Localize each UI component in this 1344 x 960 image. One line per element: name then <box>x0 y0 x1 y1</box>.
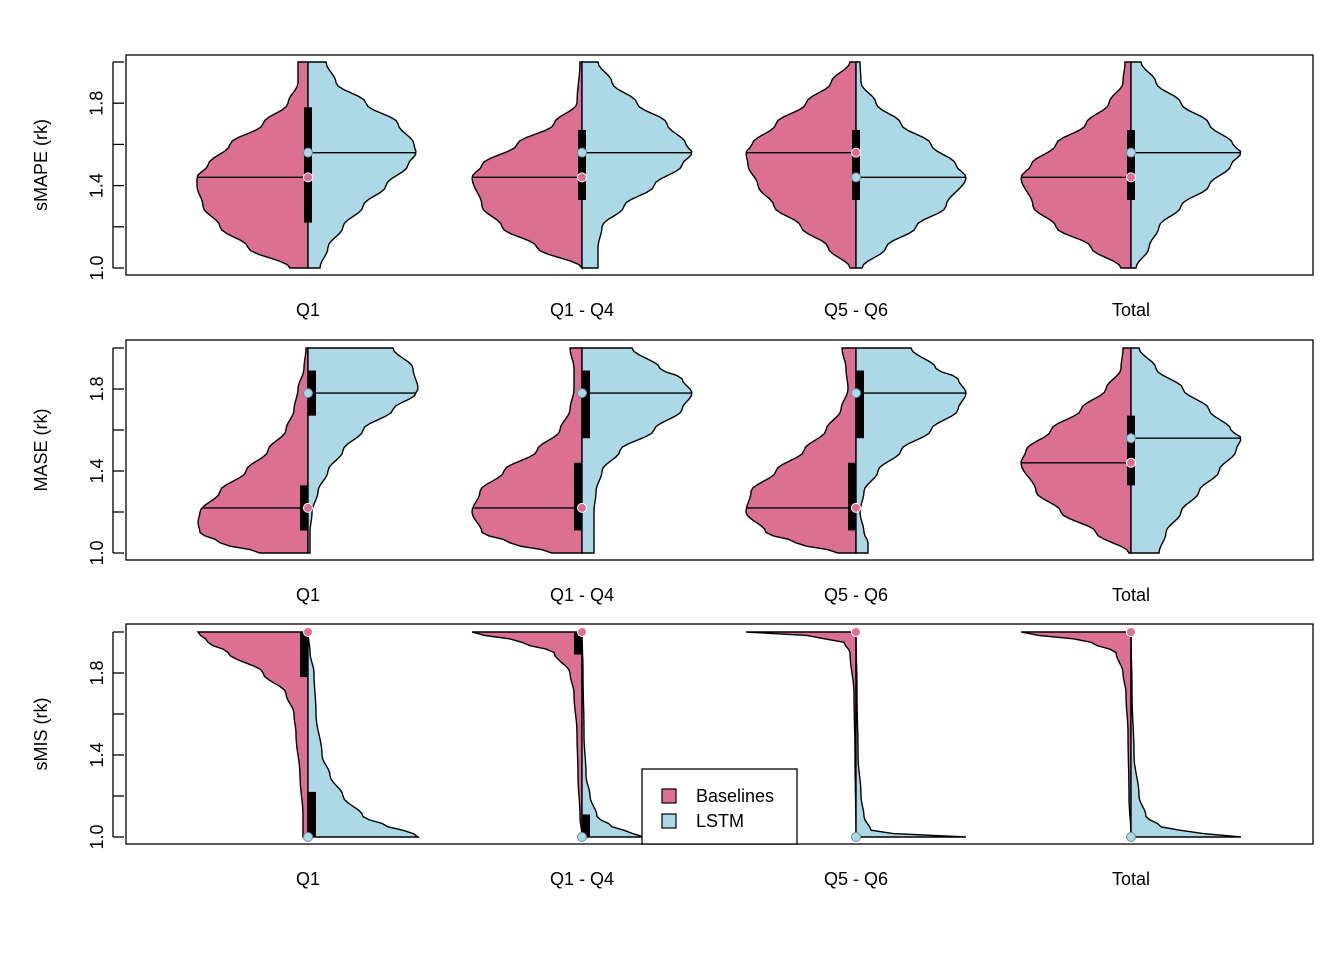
y-tick-label: 1.8 <box>87 660 107 685</box>
median-point-lstm <box>851 832 861 842</box>
violin-lstm <box>855 61 967 269</box>
y-axis-label: sMIS (rk) <box>31 698 51 771</box>
violin-baselines <box>471 631 583 838</box>
panel-2: 1.0 1.4 1.8 MASE (rk) Q1 Q1 - Q4 Q5 - Q6 Total <box>31 339 1314 605</box>
category-label: Total <box>1112 585 1150 605</box>
legend-swatch-baselines <box>661 788 677 804</box>
median-point-lstm <box>303 388 313 399</box>
violin-baselines <box>196 631 309 838</box>
box-iqr <box>1127 415 1135 486</box>
y-tick-label: 1.4 <box>87 742 107 767</box>
category-label: Q1 <box>296 585 320 605</box>
median-point-lstm <box>577 832 587 842</box>
box-iqr <box>574 462 582 531</box>
median-point-baselines <box>303 627 313 637</box>
legend-box <box>641 768 798 845</box>
category-label: Q5 - Q6 <box>824 300 888 320</box>
violin-baselines <box>1020 347 1132 554</box>
violin-baselines <box>471 61 583 270</box>
box-iqr <box>848 462 856 531</box>
legend-label-baselines: Baselines <box>696 786 774 806</box>
median-point-lstm <box>851 172 861 183</box>
y-axis-label: MASE (rk) <box>31 409 51 492</box>
violin-lstm <box>307 631 421 838</box>
category-label: Q5 - Q6 <box>824 869 888 889</box>
violin-lstm <box>1130 61 1242 269</box>
y-tick-label: 1.0 <box>87 255 107 280</box>
violin-lstm <box>1130 347 1242 554</box>
median-point-lstm <box>1126 832 1136 842</box>
violin-lstm <box>855 347 967 554</box>
y-tick-label: 1.8 <box>87 376 107 401</box>
median-point-baselines <box>1126 457 1136 468</box>
violin-lstm <box>855 632 967 838</box>
median-point-lstm <box>577 388 587 399</box>
y-tick-label: 1.0 <box>87 824 107 849</box>
legend-swatch-lstm <box>661 813 677 829</box>
category-label: Q1 - Q4 <box>550 300 614 320</box>
category-label: Q1 <box>296 300 320 320</box>
panel-1: 1.0 1.4 1.8 sMAPE (rk) Q1 Q1 - Q4 Q5 - Q6 Total <box>31 54 1314 320</box>
median-point-lstm <box>1126 433 1136 444</box>
median-point-baselines <box>1126 627 1136 637</box>
median-point-baselines <box>577 627 587 637</box>
violin-baselines <box>745 347 857 554</box>
median-point-baselines <box>303 172 313 183</box>
violin-lstm <box>1130 632 1242 838</box>
violin-lstm <box>581 61 693 269</box>
violin-baselines <box>471 347 583 554</box>
median-point-baselines <box>303 502 313 513</box>
violin-baselines <box>1020 631 1132 837</box>
category-label: Q1 - Q4 <box>550 585 614 605</box>
median-point-baselines <box>851 502 861 513</box>
y-tick-label: 1.4 <box>87 173 107 198</box>
legend: Baselines LSTM <box>641 768 798 845</box>
violin-baselines <box>1020 61 1132 269</box>
violin-lstm <box>307 347 419 554</box>
median-point-baselines <box>577 502 587 513</box>
violin-lstm <box>581 347 693 554</box>
median-point-baselines <box>1126 172 1136 183</box>
y-axis-label: sMAPE (rk) <box>31 119 51 211</box>
violin-baselines <box>196 61 309 269</box>
category-label: Q1 <box>296 869 320 889</box>
box-iqr <box>300 632 308 678</box>
box-iqr <box>304 107 312 223</box>
category-label: Total <box>1112 869 1150 889</box>
y-tick-label: 1.8 <box>87 91 107 116</box>
median-point-lstm <box>851 388 861 399</box>
box-iqr <box>582 370 590 439</box>
box-iqr <box>582 814 590 837</box>
median-point-lstm <box>303 832 313 842</box>
legend-label-lstm: LSTM <box>696 811 744 831</box>
box-iqr <box>1127 129 1135 201</box>
y-tick-label: 1.0 <box>87 540 107 565</box>
plot-frame <box>125 339 1314 561</box>
violin-lstm <box>581 632 645 838</box>
median-point-lstm <box>303 147 313 158</box>
median-point-lstm <box>577 147 587 158</box>
median-point-lstm <box>1126 147 1136 158</box>
category-label: Q1 - Q4 <box>550 869 614 889</box>
violin-baselines <box>197 347 309 554</box>
median-point-baselines <box>851 147 861 158</box>
violin-baselines <box>745 61 857 269</box>
panel-3: 1.0 1.4 1.8 sMIS (rk) Q1 Q1 - Q4 Q5 - Q6 Total <box>31 623 1314 889</box>
box-iqr <box>574 632 582 655</box>
box-iqr <box>308 791 316 837</box>
box-iqr <box>578 129 586 201</box>
median-point-baselines <box>851 627 861 637</box>
y-tick-label: 1.4 <box>87 458 107 483</box>
category-label: Total <box>1112 300 1150 320</box>
median-point-baselines <box>577 172 587 183</box>
box-iqr <box>852 129 860 201</box>
box-iqr <box>856 370 864 439</box>
category-label: Q5 - Q6 <box>824 585 888 605</box>
plot-frame <box>125 54 1314 276</box>
violin-lstm <box>307 61 417 269</box>
